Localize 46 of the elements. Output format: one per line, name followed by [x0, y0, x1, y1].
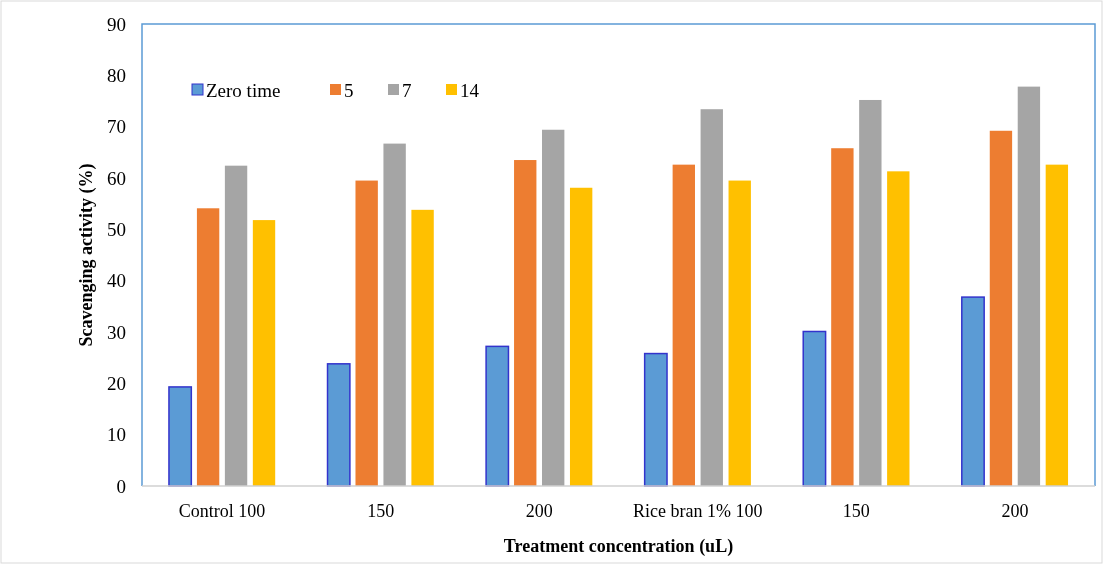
bar	[569, 187, 593, 486]
legend-label: 14	[460, 79, 480, 101]
bar	[485, 345, 510, 487]
y-tick-label: 0	[116, 475, 126, 497]
x-axis-title: Treatment concentration (uL)	[503, 536, 734, 557]
bar	[514, 160, 537, 486]
y-tick-label: 30	[107, 321, 126, 343]
bar	[1045, 164, 1069, 486]
bar	[643, 352, 668, 487]
bar	[252, 220, 276, 486]
y-tick-label: 70	[107, 116, 126, 138]
bar	[728, 180, 751, 486]
y-axis-title: Scavenging activity (%)	[76, 163, 97, 347]
x-tick-label: 150	[367, 501, 395, 521]
bar	[383, 143, 406, 486]
bar	[989, 130, 1013, 486]
x-tick-label: 200	[525, 501, 553, 521]
bar	[542, 129, 565, 486]
bar	[831, 148, 854, 486]
y-tick-label: 60	[107, 167, 126, 189]
legend-label: 5	[344, 79, 354, 101]
bar	[859, 99, 882, 486]
bar	[196, 208, 220, 486]
x-tick-label: Control 100	[178, 501, 266, 521]
x-tick-label: 200	[1001, 501, 1029, 521]
bar	[326, 363, 351, 487]
legend-label: 7	[402, 79, 412, 101]
bar	[887, 171, 910, 486]
bar	[411, 209, 434, 486]
legend-label: Zero time	[206, 79, 281, 101]
y-tick-label: 10	[107, 424, 126, 446]
y-tick-label: 80	[107, 64, 126, 86]
bar	[355, 180, 378, 486]
y-tick-label: 40	[107, 270, 126, 292]
bar	[802, 330, 827, 487]
y-tick-label: 50	[107, 218, 126, 240]
bar	[700, 109, 723, 486]
bar	[672, 164, 695, 486]
y-tick-label: 90	[107, 13, 126, 35]
x-tick-label: Rice bran 1% 100	[633, 501, 763, 521]
y-tick-label: 20	[107, 372, 126, 394]
bar	[224, 165, 248, 486]
x-tick-label: 150	[842, 501, 870, 521]
bar	[1017, 86, 1041, 486]
bar	[961, 296, 985, 487]
bar	[168, 386, 193, 487]
